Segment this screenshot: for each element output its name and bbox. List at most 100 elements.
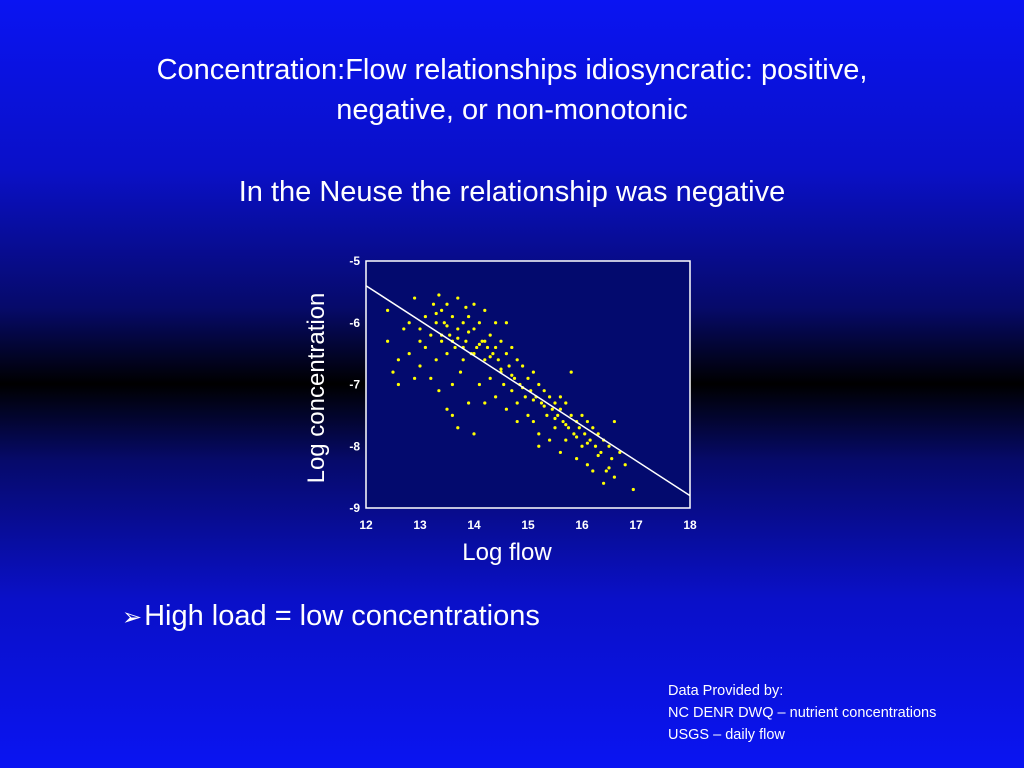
data-point [456,296,460,300]
bullet-text: High load = low concentrations [144,600,540,632]
data-point [564,401,568,405]
data-point [391,370,395,374]
x-tick-label: 18 [683,518,697,532]
data-point [623,463,627,467]
data-point [504,407,508,411]
data-point [423,314,427,319]
y-axis-label: Log concentration [303,293,330,484]
data-point [434,311,438,316]
y-tick-label: -5 [349,254,360,268]
data-point [558,395,563,399]
slide-title: Concentration:Flow relationships idiosyn… [0,50,1024,130]
data-point [437,389,441,393]
credits-line-2: USGS – daily flow [668,727,785,743]
data-point [445,302,449,306]
x-tick-label: 15 [521,518,535,532]
data-point [477,382,481,387]
data-point [588,438,592,442]
data-point [537,444,541,448]
data-point [396,358,400,362]
data-point [577,426,581,430]
data-point [450,413,454,417]
data-point [553,426,557,430]
data-point [566,426,571,430]
data-point [564,438,568,442]
data-point [407,321,411,325]
data-point [413,296,417,300]
data-point [607,466,611,470]
x-tick-label: 17 [629,518,643,532]
data-point [467,401,471,405]
data-point [580,444,584,448]
x-tick-label: 13 [413,518,427,532]
data-point [564,423,568,427]
y-tick-label: -6 [349,316,360,330]
data-point [499,339,503,343]
data-point [580,413,584,417]
data-point [515,401,519,405]
data-point [386,308,390,312]
data-point [553,416,557,421]
data-point [618,450,622,455]
data-point [483,339,487,343]
x-tick-label: 16 [575,518,589,532]
data-point [429,376,433,380]
data-point [585,419,590,424]
data-point [453,345,457,350]
data-point [585,463,590,467]
slide-subtitle: In the Neuse the relationship was negati… [238,176,786,208]
data-point [542,404,546,408]
data-point [396,382,400,387]
data-point [483,401,487,405]
data-point [458,370,463,374]
data-point [475,345,479,350]
data-point [585,441,590,445]
data-point [545,413,549,417]
data-point [575,457,579,461]
data-point [488,376,492,380]
data-point [418,327,422,331]
x-tick-label: 14 [467,518,481,532]
data-point [569,370,573,374]
data-point [418,364,422,368]
plot-frame [365,260,691,509]
data-point [472,302,476,306]
trend-line [365,285,691,497]
data-point [572,432,576,436]
data-point [442,321,446,325]
bullet-point: ➢High load = low concentrations [122,596,540,638]
data-point [488,333,492,337]
data-point [548,395,552,399]
slide-title-line-1: Concentration:Flow relationships idiosyn… [156,54,868,86]
data-point [591,469,595,473]
credits-line-1: NC DENR DWQ – nutrient concentrations [668,705,937,721]
data-point [510,389,514,393]
data-point [437,293,441,297]
data-point [610,457,614,461]
data-point [445,324,449,328]
data-point [531,419,536,424]
data-point [483,308,487,312]
data-point [612,419,617,424]
data-point [531,370,536,374]
data-point [631,487,635,492]
data-point [488,355,492,359]
data-point [445,352,449,356]
data-point [467,314,471,319]
data-point [502,382,506,387]
data-point [591,426,595,430]
data-point [604,469,608,473]
data-point [558,407,563,411]
data-point [491,352,495,356]
data-point [407,352,411,356]
data-point [523,395,527,399]
data-point [504,352,508,356]
data-point [499,367,503,371]
data-credits: Data Provided by: NC DENR DWQ – nutrient… [668,680,936,746]
y-tick-label: -8 [349,439,360,453]
data-point [550,407,554,411]
data-point [515,358,519,362]
data-point [596,432,600,436]
data-point [553,401,557,405]
data-point [531,398,536,402]
